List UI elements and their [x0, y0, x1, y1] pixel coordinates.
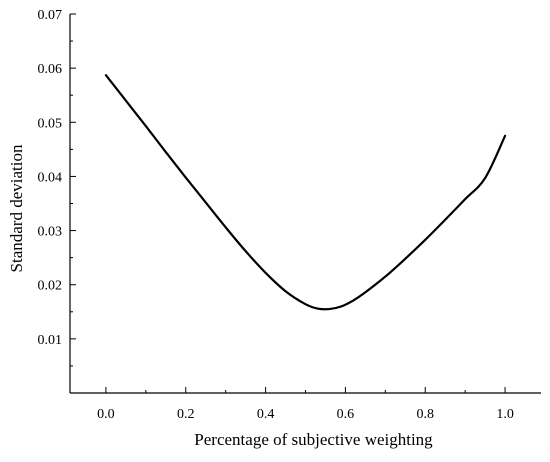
y-tick-label: 0.06 [38, 62, 63, 77]
y-tick-label: 0.01 [38, 333, 63, 348]
axes [69, 13, 541, 394]
y-tick-label: 0.07 [38, 8, 63, 23]
y-tick-label: 0.02 [38, 279, 63, 294]
x-tick-label: 0.2 [177, 407, 195, 422]
y-axis-title: Standard deviation [7, 144, 26, 272]
y-tick-label: 0.03 [38, 225, 63, 240]
x-tick-label: 0.0 [97, 407, 115, 422]
x-tick-label: 0.6 [337, 407, 355, 422]
axis-labels: 0.0 0.2 0.4 0.6 0.8 1.0 0.01 0.02 0.03 0.04 0.05 0.… [7, 8, 514, 449]
series-line-0 [104, 74, 507, 311]
x-tick-label: 1.0 [496, 407, 514, 422]
y-tick-label: 0.05 [38, 116, 63, 131]
x-tick-label: 0.4 [257, 407, 275, 422]
x-tick-label: 0.8 [416, 407, 434, 422]
data-marks [104, 74, 507, 311]
y-tick-label: 0.04 [38, 170, 63, 185]
x-axis-title: Percentage of subjective weighting [194, 430, 433, 449]
